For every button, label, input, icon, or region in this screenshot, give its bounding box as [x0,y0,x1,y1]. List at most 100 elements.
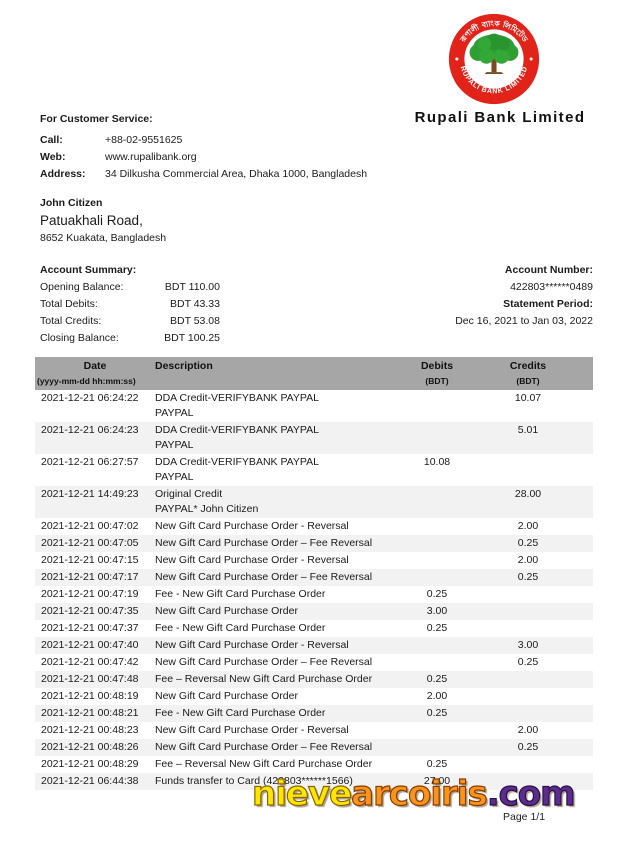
transaction-credit [485,705,593,722]
transaction-debit [389,569,485,586]
logo-tree-icon [469,33,519,75]
transaction-description-line1: Fee - New Gift Card Purchase Order [155,588,326,600]
transaction-date: 2021-12-21 00:47:37 [41,622,139,634]
transaction-date: 2021-12-21 06:24:23 [41,424,139,436]
transaction-description-line1: Original Credit [155,488,223,500]
header-credits-unit: (BDT) [516,376,540,386]
transaction-debit [389,739,485,756]
summary-label: Opening Balance: [40,281,124,293]
transaction-description-line1: New Gift Card Purchase Order [155,605,298,617]
logo-left-dot [455,57,459,61]
watermark-part2: arcoiris [351,773,489,814]
transaction-debit: 0.25 [426,673,448,685]
transaction-credit: 0.25 [517,571,539,583]
header-debits-label: Debits [420,360,454,372]
transaction-description: DDA Credit-VERIFYBANK PAYPAL PAYPAL [155,422,389,454]
transaction-description-line1: New Gift Card Purchase Order - Reversal [155,520,349,532]
summary-label: Total Credits: [40,315,102,327]
summary-row: Opening Balance: BDT 110.00 [40,279,220,296]
watermark: nievearcoiris.com [251,773,576,814]
transaction-debit [389,422,485,454]
transaction-row: 2021-12-21 00:47:37 Fee - New Gift Card … [35,620,593,637]
transaction-credit [485,586,593,603]
transaction-date: 2021-12-21 00:47:02 [41,520,139,532]
transaction-description: New Gift Card Purchase Order [155,603,389,620]
transaction-description-line1: New Gift Card Purchase Order – Fee Rever… [155,656,373,668]
transaction-row: 2021-12-21 06:27:57 DDA Credit-VERIFYBAN… [35,454,593,486]
transactions-table-body: 2021-12-21 06:24:22 DDA Credit-VERIFYBAN… [35,390,593,790]
transaction-description: Fee – Reversal New Gift Card Purchase Or… [155,671,389,688]
transaction-row: 2021-12-21 00:48:19 New Gift Card Purcha… [35,688,593,705]
transaction-debit [389,486,485,518]
account-number-label: Account Number: [504,264,593,276]
customer-address-line1: Patuakhali Road, [40,213,143,228]
transaction-row: 2021-12-21 00:47:19 Fee - New Gift Card … [35,586,593,603]
transaction-credit: 0.25 [517,537,539,549]
transaction-credit: 2.00 [517,520,539,532]
transaction-row: 2021-12-21 00:47:15 New Gift Card Purcha… [35,552,593,569]
transaction-debit: 0.25 [426,588,448,600]
transaction-row: 2021-12-21 00:48:23 New Gift Card Purcha… [35,722,593,739]
transaction-description: New Gift Card Purchase Order – Fee Rever… [155,654,389,671]
transaction-row: 2021-12-21 06:44:38 Funds transfer to Ca… [35,773,593,790]
summary-label: Total Debits: [40,298,98,310]
summary-value: BDT 100.25 [164,332,220,344]
transaction-credit: 0.25 [517,656,539,668]
transaction-description-line1: New Gift Card Purchase Order [155,690,298,702]
transactions-table: Date (yyyy-mm-dd hh:mm:ss) Description D… [35,357,593,790]
transaction-description-line1: Fee – Reversal New Gift Card Purchase Or… [155,673,373,685]
transaction-row: 2021-12-21 00:47:35 New Gift Card Purcha… [35,603,593,620]
transaction-date: 2021-12-21 06:44:38 [41,775,139,787]
transaction-description-line1: Fee - New Gift Card Purchase Order [155,707,326,719]
transaction-credit: 3.00 [517,639,539,651]
transaction-credit: 5.01 [517,424,539,436]
transaction-row: 2021-12-21 14:49:23 Original Credit PAYP… [35,486,593,518]
transaction-credit: 2.00 [517,724,539,736]
transaction-description: New Gift Card Purchase Order [155,688,389,705]
transaction-date: 2021-12-21 00:48:23 [41,724,139,736]
transaction-credit [485,756,593,773]
transaction-credit [485,671,593,688]
transaction-date: 2021-12-21 00:48:29 [41,758,139,770]
bank-name-title: Rupali Bank Limited [414,109,586,126]
customer-service-block: For Customer Service: Call: +88-02-95516… [40,112,367,183]
transaction-row: 2021-12-21 06:24:22 DDA Credit-VERIFYBAN… [35,390,593,422]
customer-name: John Citizen [40,197,103,209]
transaction-description-line1: Fee - New Gift Card Purchase Order [155,622,326,634]
watermark-part3: .com [486,773,576,814]
transaction-date: 2021-12-21 00:47:48 [41,673,139,685]
customer-service-row: Web: www.rupalibank.org [40,149,367,166]
transaction-row: 2021-12-21 06:24:23 DDA Credit-VERIFYBAN… [35,422,593,454]
rupali-bank-logo-svg: রূপালী ব্যাংক লিমিটেড RUPALI BANK LIMITE… [448,13,540,105]
transaction-description: Fee – Reversal New Gift Card Purchase Or… [155,756,389,773]
transaction-date: 2021-12-21 00:47:19 [41,588,139,600]
transaction-description: Original Credit PAYPAL* John Citizen [155,486,389,518]
summary-value: BDT 53.08 [169,315,220,327]
transaction-debit: 0.25 [426,707,448,719]
transaction-debit: 27.00 [423,775,451,787]
contact-label: Call: [40,134,63,146]
contact-value: www.rupalibank.org [105,151,197,163]
transaction-credit [485,688,593,705]
transaction-row: 2021-12-21 00:47:48 Fee – Reversal New G… [35,671,593,688]
transaction-row: 2021-12-21 00:48:29 Fee – Reversal New G… [35,756,593,773]
header-debits-unit: (BDT) [425,376,449,386]
transaction-date: 2021-12-21 00:48:21 [41,707,139,719]
transaction-description: Funds transfer to Card (422803******1566… [155,773,389,790]
transaction-description: New Gift Card Purchase Order – Fee Rever… [155,739,389,756]
page-number: Page 1/1 [503,811,546,823]
contact-value: +88-02-9551625 [105,134,183,146]
transaction-row: 2021-12-21 00:48:21 Fee - New Gift Card … [35,705,593,722]
transaction-description: New Gift Card Purchase Order – Fee Rever… [155,569,389,586]
transaction-debit: 10.08 [423,456,451,468]
transaction-description-line2: PAYPAL [155,471,194,483]
customer-address-line2: 8652 Kuakata, Bangladesh [40,232,167,244]
summary-value: BDT 43.33 [169,298,220,310]
customer-address-block: John Citizen Patuakhali Road, 8652 Kuaka… [40,196,166,246]
account-summary-rows: Opening Balance: BDT 110.00 Total Debits… [40,279,220,347]
rupali-bank-logo-icon: রূপালী ব্যাংক লিমিটেড RUPALI BANK LIMITE… [447,12,541,106]
transaction-description: New Gift Card Purchase Order - Reversal [155,722,389,739]
transaction-credit: 0.25 [517,741,539,753]
header-debits-column: Debits (BDT) [389,357,485,390]
